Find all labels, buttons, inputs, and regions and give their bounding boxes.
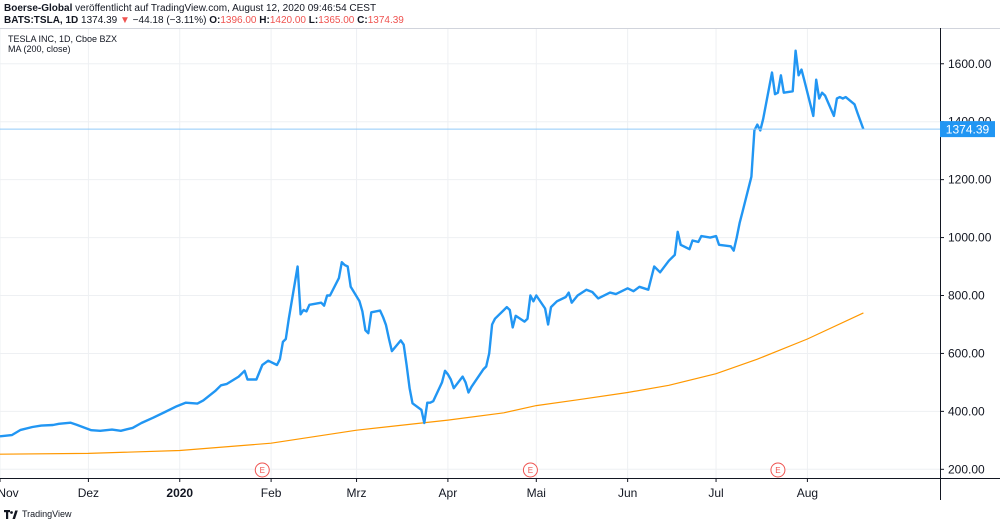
price-chart[interactable]: E E E 200.00 400.00 600.00 800.00 1000.00 1200.…: [0, 28, 1000, 528]
chart-grid: [0, 29, 940, 478]
time-tick-label: Apr: [439, 486, 458, 500]
last-price-badge: [940, 121, 995, 138]
time-tick-label: Mai: [527, 486, 546, 500]
price-tick-label: 400.00: [948, 404, 985, 418]
publish-info: Boerse-Global veröffentlicht auf Trading…: [4, 3, 376, 15]
price-tick-label: 800.00: [948, 289, 985, 303]
earnings-marker-label: E: [528, 466, 533, 475]
price-tick-label: 200.00: [948, 462, 985, 476]
low-value: 1365.00: [318, 15, 355, 26]
time-tick-label: 2020: [166, 486, 193, 500]
price-change: −44.18 (−3.11%): [132, 15, 207, 26]
symbol-label: BATS:TSLA, 1D: [4, 15, 79, 26]
price-tick-label: 600.00: [948, 346, 985, 360]
indicator-legend[interactable]: MA (200, close): [8, 44, 71, 54]
time-tick-label: Mrz: [347, 486, 367, 500]
earnings-marker-label: E: [775, 466, 780, 475]
ma-layer: [0, 312, 864, 455]
time-tick-label: Nov: [0, 486, 19, 500]
time-tick-label: Dez: [78, 486, 99, 500]
time-tick-label: Aug: [797, 486, 818, 500]
time-tick-label: Jun: [618, 486, 637, 500]
published-text: veröffentlicht auf TradingView.com, Augu…: [75, 3, 377, 14]
price-line: [0, 49, 865, 438]
high-label: H:: [259, 15, 270, 26]
last-price: 1374.39: [81, 15, 118, 26]
price-tick-label: 1200.00: [948, 173, 992, 187]
publisher-name: Boerse-Global: [4, 3, 73, 14]
instrument-legend[interactable]: TESLA INC, 1D, Cboe BZX: [8, 34, 118, 44]
close-label: C:: [357, 15, 368, 26]
price-tick-label: 1600.00: [948, 57, 992, 71]
down-arrow-icon: ▼: [119, 15, 130, 26]
high-value: 1420.00: [269, 15, 306, 26]
open-label: O:: [209, 15, 221, 26]
earnings-marker-label: E: [260, 466, 265, 475]
close-value: 1374.39: [367, 15, 404, 26]
earnings-marker: [522, 462, 538, 478]
time-tick-label: Feb: [261, 486, 282, 500]
earnings-marker: [254, 462, 270, 478]
price-layer: [0, 49, 865, 438]
time-axis: Nov Dez 2020 Feb Mrz Apr Mai Jun Jul Aug: [0, 478, 818, 500]
last-price-badge-label: 1374.39: [946, 123, 990, 137]
time-tick-label: Jul: [708, 486, 723, 500]
tradingview-logo-icon: [4, 509, 18, 519]
price-tick-label: 1000.00: [948, 231, 992, 245]
footer-brand-label: TradingView: [22, 509, 72, 519]
price-axis: 200.00400.00600.00800.001000.001200.0014…: [940, 57, 995, 476]
symbol-quote-line: BATS:TSLA, 1D 1374.39 ▼ −44.18 (−3.11%) …: [4, 15, 404, 27]
open-value: 1396.00: [220, 15, 257, 26]
earnings-marker: [770, 462, 786, 478]
low-label: L:: [308, 15, 319, 26]
ma-200-line: [0, 312, 864, 455]
footer-brand[interactable]: TradingView: [4, 509, 72, 519]
